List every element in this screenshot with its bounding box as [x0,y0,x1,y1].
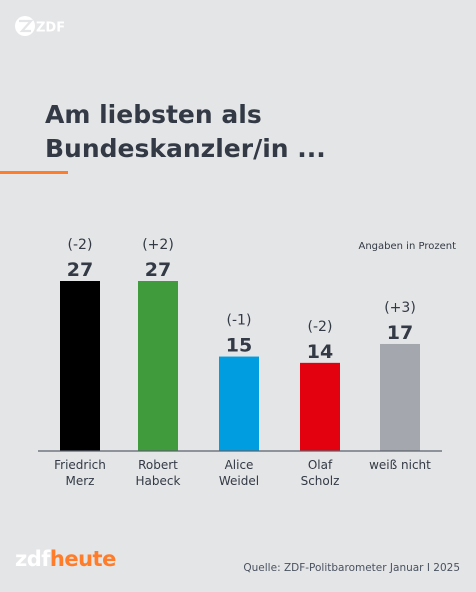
bar [60,281,100,451]
brand-part-2: heute [49,547,116,571]
data-label: 14 [307,341,333,363]
change-label: (-1) [227,313,252,329]
category-label: weiß nicht [369,458,431,472]
zdfheute-logo: zdfheute [15,547,116,571]
category-label: Habeck [136,474,181,488]
title-line-1: Am liebsten als [45,100,262,129]
data-label: 17 [387,322,413,344]
bar [138,281,178,451]
brand-part-1: zdf [15,547,50,571]
category-label: Olaf [308,458,333,472]
title-line-2: Bundeskanzler/in ... [45,134,326,163]
change-label: (-2) [308,319,333,335]
zdf-logo: ZDF [15,16,64,36]
change-label: (+2) [142,237,174,253]
page-title: Am liebsten als Bundeskanzler/in ... [45,98,445,166]
category-label: Weidel [219,474,259,488]
category-label: Friedrich [54,458,106,472]
category-label: Merz [66,474,95,488]
data-label: 27 [67,259,93,281]
category-label: Alice [225,458,254,472]
data-label: 15 [226,335,252,357]
bar [219,356,259,451]
bar [300,362,340,451]
data-label: 27 [145,259,171,281]
category-label: Robert [138,458,178,472]
change-label: (+3) [384,300,416,316]
accent-rule [0,171,68,174]
category-label: Scholz [301,474,340,488]
unit-note: Angaben in Prozent [358,241,457,252]
zdf-logo-text: ZDF [36,21,64,36]
source-note: Quelle: ZDF-Politbarometer Januar I 2025 [243,562,460,574]
bar [380,343,420,451]
change-label: (-2) [68,237,93,253]
